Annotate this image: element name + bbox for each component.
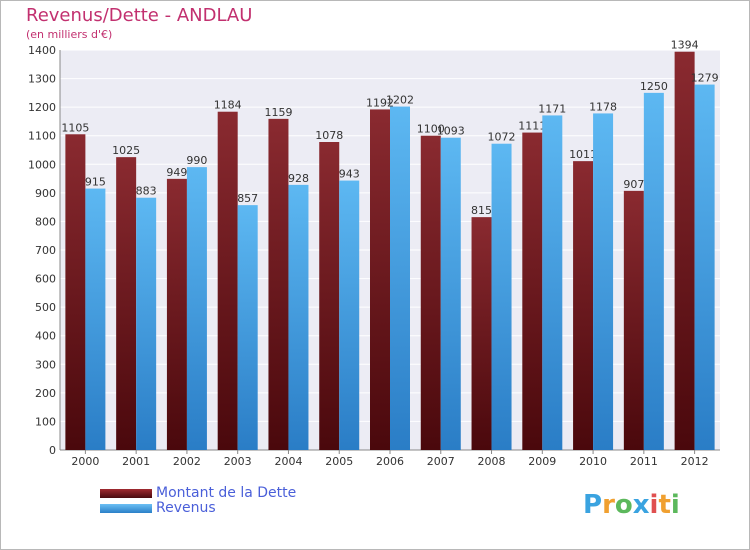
bar-revenus <box>85 188 106 451</box>
bar-dette <box>319 142 340 450</box>
y-tick-label: 600 <box>35 273 56 286</box>
value-label-dette: 1025 <box>112 144 140 157</box>
x-tick-label: 2010 <box>579 455 607 468</box>
bar-dette <box>217 111 238 450</box>
bar-dette <box>674 51 695 450</box>
bar-dette <box>166 178 187 450</box>
bar-revenus <box>186 167 207 450</box>
value-label-revenus: 943 <box>339 168 360 181</box>
bar-dette <box>370 109 390 450</box>
value-label-revenus: 1250 <box>640 80 668 93</box>
bar-revenus <box>136 197 157 450</box>
value-label-dette: 907 <box>623 178 644 191</box>
x-tick-label: 2006 <box>376 455 404 468</box>
legend-swatch-revenus <box>100 504 152 513</box>
bar-dette <box>471 217 492 450</box>
bar-revenus <box>643 92 664 450</box>
value-label-dette: 949 <box>166 166 187 179</box>
y-tick-label: 500 <box>35 301 56 314</box>
chart-title: Revenus/Dette - ANDLAU <box>26 5 253 26</box>
value-label-dette: 1192 <box>366 96 394 109</box>
value-label-dette: 1111 <box>518 120 546 133</box>
value-label-dette: 1105 <box>61 121 89 134</box>
y-tick-label: 900 <box>35 187 56 200</box>
value-label-dette: 1011 <box>569 148 597 161</box>
bar-revenus <box>491 143 512 450</box>
y-tick-label: 1000 <box>28 158 56 171</box>
value-label-revenus: 1279 <box>691 72 719 85</box>
y-tick-label: 100 <box>35 415 56 428</box>
bar-dette <box>268 118 289 450</box>
value-label-revenus: 883 <box>136 185 157 198</box>
bar-revenus <box>339 180 360 451</box>
y-tick-label: 800 <box>35 215 56 228</box>
y-tick-label: 1400 <box>28 44 56 57</box>
y-tick-label: 1200 <box>28 101 56 114</box>
x-tick-label: 2000 <box>71 455 99 468</box>
value-label-dette: 1100 <box>417 123 445 136</box>
logo-letter: i <box>649 490 659 520</box>
bar-revenus <box>440 137 461 450</box>
y-tick-label: 400 <box>35 330 56 343</box>
value-label-revenus: 928 <box>288 172 309 185</box>
value-label-revenus: 1171 <box>538 102 566 115</box>
value-label-revenus: 990 <box>186 154 207 167</box>
legend-swatch-dette <box>100 489 152 498</box>
x-tick-label: 2007 <box>427 455 455 468</box>
logo-letter: r <box>602 490 615 520</box>
x-tick-label: 2004 <box>274 455 302 468</box>
logo-letter: x <box>632 490 650 520</box>
bar-dette <box>420 135 441 450</box>
logo-letter: P <box>583 490 603 520</box>
value-label-revenus: 915 <box>85 176 106 189</box>
bar-dette <box>65 134 86 451</box>
y-tick-label: 300 <box>35 358 56 371</box>
bar-dette <box>116 157 137 450</box>
value-label-dette: 815 <box>471 204 492 217</box>
x-tick-label: 2003 <box>224 455 252 468</box>
logo-letter: o <box>614 490 633 520</box>
x-tick-label: 2005 <box>325 455 353 468</box>
value-label-revenus: 857 <box>237 192 258 205</box>
value-label-revenus: 1093 <box>437 125 465 138</box>
x-tick-label: 2009 <box>528 455 556 468</box>
bar-revenus <box>390 106 410 451</box>
value-label-revenus: 1202 <box>386 94 414 107</box>
y-tick-label: 700 <box>35 244 56 257</box>
value-label-dette: 1394 <box>671 39 699 52</box>
x-tick-label: 2001 <box>122 455 150 468</box>
bar-revenus <box>288 184 309 450</box>
y-tick-label: 1300 <box>28 73 56 86</box>
value-label-dette: 1184 <box>214 99 242 112</box>
legend-label-dette: Montant de la Dette <box>156 485 297 501</box>
logo-letter: i <box>670 490 680 520</box>
y-tick-label: 0 <box>49 444 56 457</box>
chart-subtitle: (en milliers d'€) <box>26 28 113 41</box>
bar-revenus <box>694 84 715 451</box>
value-label-dette: 1078 <box>315 129 343 142</box>
bar-dette <box>522 132 543 451</box>
bar-dette <box>573 161 594 450</box>
value-label-revenus: 1072 <box>488 131 516 144</box>
bar-revenus <box>237 205 258 450</box>
value-label-dette: 1159 <box>264 106 292 119</box>
logo-letter: t <box>658 490 671 520</box>
bar-revenus <box>542 115 563 450</box>
bar-revenus <box>593 113 614 450</box>
y-tick-label: 1100 <box>28 130 56 143</box>
x-tick-label: 2012 <box>681 455 709 468</box>
bar-dette <box>623 190 644 450</box>
y-tick-label: 200 <box>35 387 56 400</box>
proxiti-logo: Proxiti <box>583 490 680 520</box>
bar-chart: 0 100 200 300 400 500 600 700 800 900 1000 1100 1200… <box>28 39 720 468</box>
x-tick-label: 2008 <box>478 455 506 468</box>
x-tick-label: 2002 <box>173 455 201 468</box>
legend-label-revenus: Revenus <box>156 500 216 516</box>
value-label-revenus: 1178 <box>589 100 617 113</box>
x-tick-label: 2011 <box>630 455 658 468</box>
